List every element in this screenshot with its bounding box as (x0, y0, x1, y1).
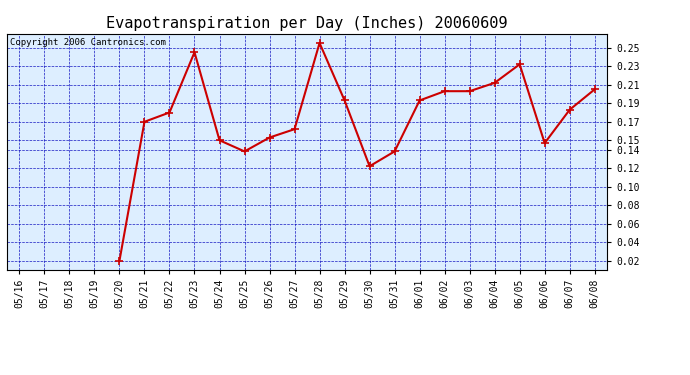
Title: Evapotranspiration per Day (Inches) 20060609: Evapotranspiration per Day (Inches) 2006… (106, 16, 508, 31)
Text: Copyright 2006 Cantronics.com: Copyright 2006 Cantronics.com (10, 39, 166, 48)
